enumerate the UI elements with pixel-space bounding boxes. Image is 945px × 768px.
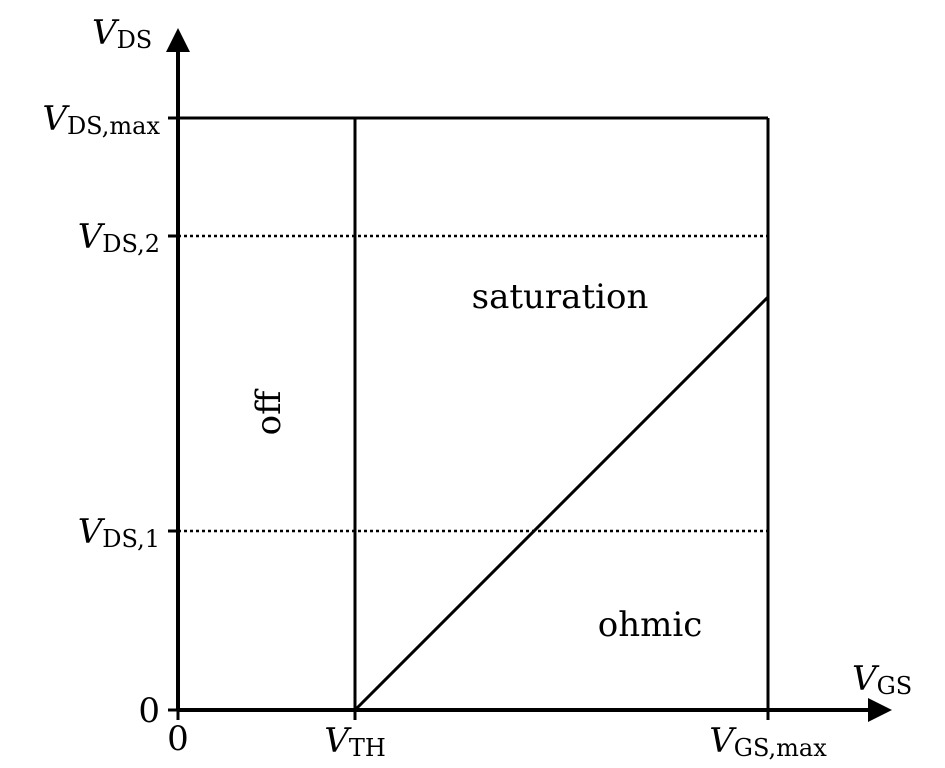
x-tick-label-max: VGS,max: [709, 721, 827, 762]
ohmic-saturation-boundary: [353, 295, 770, 712]
x-tick-label-zero: 0: [167, 719, 189, 759]
y-tick-label-v2: VDS,2: [78, 217, 160, 258]
region-ohmic-label: ohmic: [598, 605, 703, 645]
y-tick-label-zero: 0: [138, 691, 160, 731]
y-tick-label-max: VDS,max: [42, 99, 160, 140]
y-axis-label: VDS: [92, 13, 152, 54]
x-axis-label: VGS: [852, 659, 912, 700]
y-tick-label-v1: VDS,1: [78, 512, 160, 553]
region-off-label: off: [249, 388, 289, 435]
x-tick-label-th: VTH: [324, 721, 386, 762]
region-saturation-label: saturation: [472, 277, 649, 317]
